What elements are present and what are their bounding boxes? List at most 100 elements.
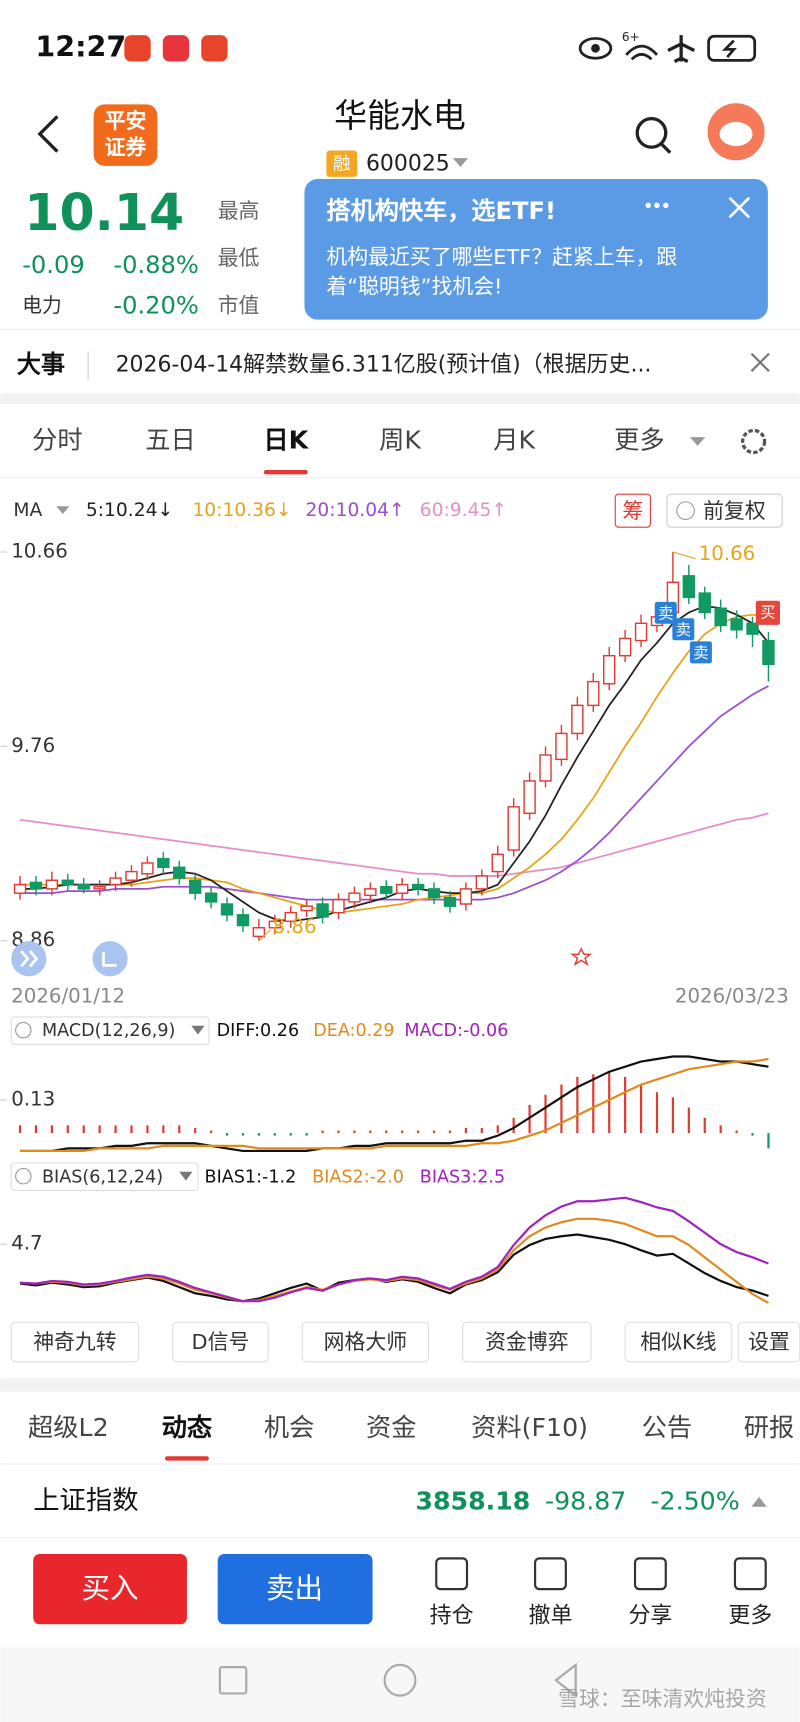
ma-legend-item: 5:10.24↓: [86, 500, 173, 521]
action-icon[interactable]: [533, 1557, 567, 1591]
section-tab[interactable]: 动态: [162, 1413, 213, 1442]
ma-label[interactable]: MA: [13, 500, 42, 521]
macd-bar: [592, 1074, 595, 1134]
candle-body: [268, 920, 282, 929]
tool-button[interactable]: [624, 1321, 733, 1363]
bias-legend: BIAS(6,12,24): [42, 1167, 163, 1187]
action-label[interactable]: 撤单: [529, 1604, 573, 1629]
tool-button[interactable]: [172, 1321, 269, 1363]
section-tab[interactable]: 超级L2: [28, 1413, 109, 1442]
macd-bar: [82, 1125, 85, 1134]
index-expand[interactable]: [751, 1496, 767, 1507]
ma-line: [20, 605, 770, 923]
candle-body: [411, 883, 425, 890]
macd-value: DEA:0.29: [313, 1021, 394, 1041]
sell-button[interactable]: [217, 1553, 373, 1625]
sell-signal[interactable]: [672, 618, 695, 641]
ma-legend-item: 60:9.45↑: [420, 500, 507, 521]
section-tab[interactable]: 公告: [642, 1413, 693, 1442]
watermark: 雪球：至味清欢炖投资: [558, 1687, 767, 1711]
candle-body: [188, 879, 202, 894]
price-change: -0.09: [22, 251, 85, 279]
action-label[interactable]: 分享: [628, 1604, 672, 1629]
sell-signal[interactable]: [689, 641, 712, 664]
macd-bar: [671, 1097, 675, 1134]
section-tab[interactable]: 资料(F10): [471, 1413, 588, 1442]
search-button[interactable]: [635, 116, 668, 149]
candle-body: [252, 927, 266, 938]
macd-bar: [257, 1133, 260, 1136]
tool-button[interactable]: [10, 1321, 140, 1363]
macd-bar: [576, 1076, 579, 1134]
sell-signal[interactable]: [654, 601, 677, 624]
candle-body: [284, 911, 297, 922]
chart-tab[interactable]: 周K: [379, 425, 422, 454]
code-dropdown[interactable]: [452, 158, 469, 167]
buy-button[interactable]: [33, 1553, 187, 1625]
tool-button[interactable]: [301, 1321, 430, 1363]
candle-body: [77, 883, 90, 890]
tool-button-label: 相似K线: [640, 1330, 716, 1354]
assistant-face: [719, 121, 753, 147]
macd-bar: [369, 1130, 372, 1134]
nav-recent[interactable]: [218, 1665, 248, 1695]
broker-logo-text: 证券: [105, 135, 148, 159]
eye-pupil: [591, 43, 600, 53]
index-name: 上证指数: [33, 1486, 138, 1516]
macd-bar: [353, 1130, 356, 1134]
candle-body: [125, 870, 138, 881]
candle-body: [300, 905, 313, 912]
buy-signal[interactable]: [755, 600, 780, 625]
candle-body: [157, 857, 170, 869]
adjust-badge[interactable]: [666, 493, 783, 528]
chart-tab[interactable]: 日K: [263, 425, 309, 454]
y-tick-label: 10.66: [11, 540, 68, 563]
promo-title: 搭机构快车，选ETF!: [326, 197, 556, 225]
last-price: 10.14: [24, 183, 184, 242]
section-tab[interactable]: 研报: [744, 1413, 795, 1442]
tool-button[interactable]: [462, 1321, 592, 1363]
action-icon[interactable]: [633, 1557, 667, 1591]
sector-change: -0.20%: [113, 291, 198, 319]
candle-body: [746, 622, 759, 635]
chart-tab[interactable]: 更多: [614, 425, 665, 454]
gray-band: [0, 1378, 800, 1392]
action-label[interactable]: 持仓: [430, 1604, 474, 1629]
action-icon[interactable]: [733, 1557, 767, 1591]
tool-button-label: 资金博弈: [485, 1330, 568, 1354]
back-button[interactable]: [37, 115, 59, 153]
eye-icon: [578, 37, 613, 60]
nav-home[interactable]: [383, 1663, 417, 1697]
promo-close[interactable]: [728, 196, 751, 219]
macd-bar: [194, 1127, 197, 1134]
low-label: 8.86: [273, 915, 317, 938]
index-change-pct: -2.50%: [650, 1486, 739, 1515]
macd-bar: [289, 1133, 292, 1136]
macd-bar: [305, 1133, 308, 1136]
indicator-selector[interactable]: [10, 1162, 199, 1192]
action-icon[interactable]: [435, 1557, 469, 1591]
macd-bar: [639, 1084, 643, 1134]
candle-body: [348, 892, 361, 903]
nav-back[interactable]: [554, 1662, 577, 1698]
chip-badge[interactable]: [614, 493, 651, 528]
settings-gear[interactable]: [740, 428, 767, 455]
candle-body: [618, 637, 632, 657]
section-tab[interactable]: 机会: [264, 1413, 315, 1442]
more-dropdown[interactable]: [689, 437, 706, 446]
news-close[interactable]: [750, 352, 770, 372]
bias-line: [19, 1217, 769, 1304]
candle-body: [762, 639, 775, 666]
chart-tab[interactable]: 五日: [145, 425, 196, 454]
chart-tab[interactable]: 月K: [493, 425, 536, 454]
section-tab[interactable]: 资金: [366, 1413, 417, 1442]
candle-body: [475, 875, 489, 890]
chart-tab[interactable]: 分时: [32, 425, 83, 454]
macd-bar: [432, 1130, 436, 1134]
action-label[interactable]: 更多: [728, 1604, 772, 1629]
zoom-button[interactable]: [92, 941, 128, 977]
news-text[interactable]: 2026-04-14解禁数量6.311亿股(预计值)（根据历史...: [116, 353, 652, 378]
macd-line: [20, 1057, 769, 1153]
indicator-selector[interactable]: [10, 1016, 210, 1045]
info-icon: [676, 501, 695, 521]
